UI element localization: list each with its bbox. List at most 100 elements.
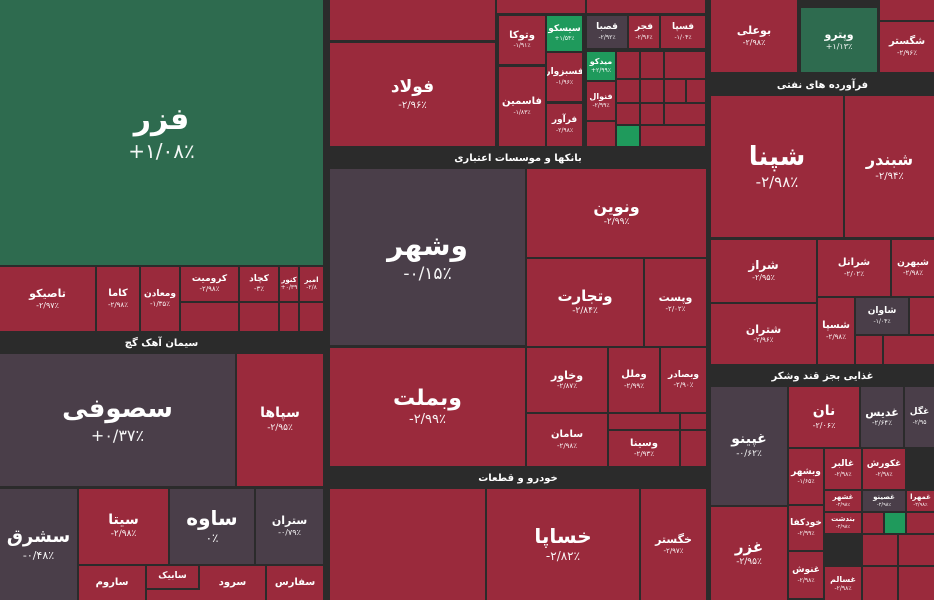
tile: خگستر -۲/۹۷٪ <box>641 489 706 600</box>
tile-change: -۲/۶۴٪ <box>872 419 892 428</box>
tile-name: غگل <box>909 407 930 418</box>
tile: تاصیکو -۲/۹۷٪ <box>0 267 95 331</box>
tile: فاسمین -۱/۸۳٪ <box>499 67 545 146</box>
tile-change: -۲/۹۸٪ <box>913 502 928 509</box>
tile: کاما -۲/۹۸٪ <box>97 267 139 331</box>
tile: فنوال -۲/۹۹٪ <box>587 82 615 120</box>
tile-block <box>885 513 905 533</box>
sector-label: فرآورده های نفتی <box>711 76 934 94</box>
sector-label: سیمان آهک گچ <box>0 334 323 352</box>
tile-block <box>181 303 238 331</box>
tile-change: -۲/۹۸٪ <box>557 441 577 450</box>
tile-change: -۲/۹۸٪ <box>555 126 574 134</box>
tile-block <box>863 513 883 533</box>
tile-name: غدیس <box>865 405 899 419</box>
tile-name: غپینو <box>731 431 767 448</box>
tile-name: وملل <box>621 369 647 381</box>
tile: وسینا -۲/۹۳٪ <box>609 431 679 466</box>
tile-change: -۳٪ <box>253 285 265 294</box>
tile: سپاها -۲/۹۵٪ <box>237 354 323 486</box>
tile-name: غصینو <box>873 493 895 502</box>
tile-name: وپترو <box>824 27 854 41</box>
tile-block <box>880 0 934 20</box>
tile-change: -۰/۱۵٪ <box>403 264 452 285</box>
tile-name: کاما <box>108 288 128 300</box>
tile: ساوه ۰٪ <box>170 489 254 564</box>
tile-name: سفارس <box>274 576 316 588</box>
tile: ساروم <box>79 566 145 600</box>
tile: فولاد -۲/۹۶٪ <box>330 43 495 146</box>
tile-name: شپنا <box>748 141 806 172</box>
tile-name: غزر <box>734 538 764 557</box>
tile-block <box>617 126 639 146</box>
tile-change: -۲/۹۷٪ <box>663 546 684 555</box>
tile-block <box>240 303 278 331</box>
tile-block <box>147 590 235 600</box>
tile-name: سابیک <box>158 571 187 582</box>
tile-name: بندشت <box>831 515 855 524</box>
tile-name: خساپا <box>534 524 592 549</box>
tile-name: فولاد <box>390 77 435 98</box>
tile-name: خودکفا <box>790 518 822 529</box>
tile: سفارس <box>267 566 323 600</box>
tile: بندشت -۲/۹۸٪ <box>825 513 861 533</box>
tile-change: -۲/۸۲٪ <box>545 549 581 564</box>
tile: غگل -۲/۹۵ <box>905 387 934 447</box>
tile-change: -۲/۹۵ <box>912 418 927 426</box>
tile-name: ونوین <box>593 197 640 217</box>
tile-block <box>665 80 685 102</box>
tile-change: -۲/۹۸٪ <box>875 470 893 478</box>
tile-name: وسینا <box>630 437 658 449</box>
tile-name: غکورش <box>866 459 902 470</box>
tile: غکورش -۲/۹۸٪ <box>863 449 905 489</box>
tile-change: -۲/۹۸٪ <box>835 502 851 509</box>
tile: شرانل -۲/۰۲٪ <box>818 240 890 296</box>
tile: میدکو +۲/۹۹٪ <box>587 52 615 80</box>
tile-change: -۲/۰۲٪ <box>665 304 686 313</box>
tile-change: -۲/۹۸٪ <box>755 173 799 191</box>
tile-name: خگستر <box>655 533 692 547</box>
tile-block <box>910 298 934 334</box>
tile: فسبزوار -۱/۹۶٪ <box>547 53 582 101</box>
tile-name: فاسمین <box>502 96 542 108</box>
tile: غالبر -۲/۹۸٪ <box>825 449 861 489</box>
tile-change: -۲/۸ <box>306 284 317 292</box>
tile-change: -۱/۹۶٪ <box>555 78 574 86</box>
tile-block <box>899 567 934 600</box>
tile-change: -۲/۹۲٪ <box>598 33 616 41</box>
tile-name: فسبزوار <box>547 67 582 78</box>
tile-change: -۲/۹۸٪ <box>876 502 892 509</box>
tile-name: فزر <box>133 101 190 137</box>
tile-block <box>863 567 897 600</box>
tile-change: -۱/۶۵٪ <box>797 478 815 486</box>
tile-block <box>681 414 706 429</box>
tile: سشرق -۰/۴۸٪ <box>0 489 77 600</box>
tile: کنور +۰/۳۹ <box>280 267 298 301</box>
tile-change: -۲/۰۲٪ <box>844 269 864 278</box>
tile-block <box>280 303 298 331</box>
tile-block <box>899 535 934 565</box>
tile-change: -۲/۸۷٪ <box>557 382 577 391</box>
tile: امیر -۲/۸ <box>300 267 323 301</box>
tile: سصوفی +۰/۳۷٪ <box>0 354 235 486</box>
tile: سامان -۲/۹۸٪ <box>527 414 607 466</box>
tile: وبصادر -۲/۹۰٪ <box>661 348 706 412</box>
tile-change: -۲/۹۸٪ <box>199 285 220 294</box>
tile-name: شرانل <box>837 257 871 269</box>
tile-change: +۱/۵۴٪ <box>554 35 575 43</box>
tile-block <box>863 535 897 565</box>
tile-change: -۲/۹۰٪ <box>673 381 694 390</box>
tile-block <box>330 489 485 600</box>
tile-block <box>300 303 323 331</box>
tile-change: -۲/۰۶٪ <box>812 420 836 430</box>
tile: شتران -۲/۹۶٪ <box>711 304 816 364</box>
tile-name: ساروم <box>95 576 129 588</box>
tile-change: -۲/۹۶٪ <box>897 48 917 57</box>
tile-name: قصبا <box>596 22 618 33</box>
tile-change: -۲/۹۹٪ <box>592 102 610 110</box>
tile-change: -۲/۹۸٪ <box>834 470 852 478</box>
tile-name: میدکو <box>589 57 613 67</box>
tile-name: سپاها <box>260 405 300 422</box>
tile: سرود <box>200 566 265 600</box>
